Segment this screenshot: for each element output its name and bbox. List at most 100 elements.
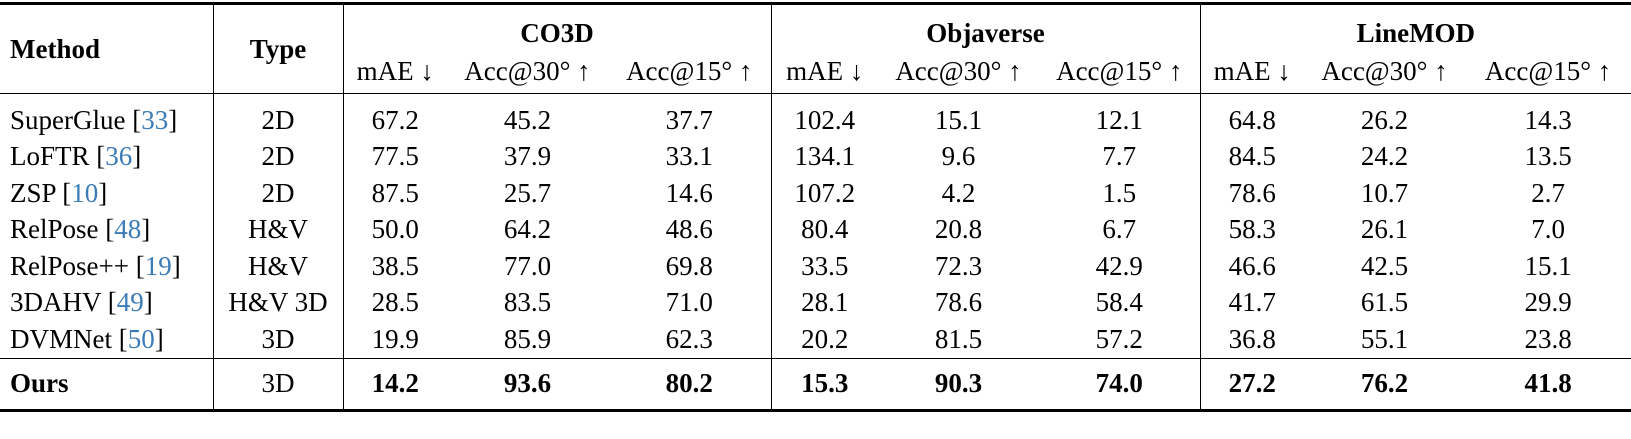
method-text: RelPose++ [ bbox=[10, 250, 145, 281]
value-cell: 26.2 bbox=[1360, 104, 1409, 135]
method-cell: DVMNet [50] bbox=[0, 321, 214, 359]
value-cell: 13.5 bbox=[1524, 141, 1572, 172]
value-cell: 55.1 bbox=[1304, 321, 1466, 359]
results-table: Method Type CO3D Objaverse LineMOD mAE ↓ Acc@3… bbox=[0, 2, 1631, 412]
value-cell: 41.7 bbox=[1228, 287, 1276, 318]
value-cell: 28.5 bbox=[371, 287, 419, 318]
value-cell: 93.6 bbox=[447, 358, 608, 412]
metric-header: mAE ↓ bbox=[771, 49, 879, 94]
type-cell: H&V bbox=[213, 248, 344, 285]
value-cell: 2.7 bbox=[1531, 177, 1565, 208]
value-cell: 24.2 bbox=[1360, 141, 1409, 172]
value-cell: 67.2 bbox=[371, 104, 419, 135]
value-cell: 58.4 bbox=[1039, 284, 1201, 321]
value-cell: 134.1 bbox=[794, 141, 856, 172]
value-cell: 14.6 bbox=[608, 175, 772, 212]
method-text: ] bbox=[154, 323, 164, 354]
metric-header: Acc@30° ↑ bbox=[447, 49, 608, 94]
value-cell: 50.0 bbox=[371, 214, 419, 245]
value-cell: 87.5 bbox=[371, 177, 419, 208]
value-cell: 41.8 bbox=[1465, 358, 1631, 412]
data-row: RelPose++ [19] H&V 38.5 77.0 69.8 33.5 72.3 42.… bbox=[0, 248, 1631, 285]
value-cell: 15.3 bbox=[771, 358, 879, 412]
value-cell: 7.7 bbox=[1039, 138, 1201, 175]
type-cell: H&V 3D bbox=[213, 284, 344, 321]
value-cell: 4.2 bbox=[941, 177, 976, 208]
type-cell: 2D bbox=[213, 93, 344, 139]
value-cell: 33.1 bbox=[608, 138, 772, 175]
method-cell: LoFTR [36] bbox=[0, 138, 214, 175]
metric-header: mAE ↓ bbox=[343, 49, 447, 94]
value-cell: 12.1 bbox=[1039, 93, 1201, 139]
citation: 50 bbox=[127, 323, 155, 354]
value-cell: 85.9 bbox=[447, 321, 608, 359]
method-text: ] bbox=[132, 141, 142, 172]
type-cell: H&V bbox=[213, 211, 344, 248]
value-cell: 36.8 bbox=[1200, 321, 1305, 359]
metric-header: Acc@15° ↑ bbox=[1465, 49, 1631, 94]
method-cell: Ours bbox=[0, 358, 214, 412]
value-cell: 57.2 bbox=[1039, 321, 1201, 359]
method-text: LoFTR [ bbox=[10, 141, 106, 172]
citation: 49 bbox=[116, 287, 144, 318]
method-text: 3DAHV [ bbox=[10, 287, 117, 318]
value-cell: 42.5 bbox=[1360, 250, 1409, 281]
value-cell: 10.7 bbox=[1360, 177, 1409, 208]
value-cell: 72.3 bbox=[934, 250, 983, 281]
header-row: mAE ↓ Acc@30° ↑ Acc@15° ↑ mAE ↓ Acc@30° ↑ Acc… bbox=[0, 49, 1631, 94]
value-cell: 23.8 bbox=[1465, 321, 1631, 359]
value-cell: 27.2 bbox=[1200, 358, 1305, 412]
header-cell: Type bbox=[213, 2, 344, 94]
method-cell: 3DAHV [49] bbox=[0, 284, 214, 321]
citation: 48 bbox=[114, 214, 142, 245]
metric-header: Acc@15° ↑ bbox=[1039, 49, 1201, 94]
data-row: SuperGlue [33] 2D 67.2 45.2 37.7 102.4 15.1 12.… bbox=[0, 93, 1631, 139]
value-cell: 80.2 bbox=[608, 358, 772, 412]
value-cell: 84.5 bbox=[1228, 141, 1276, 172]
citation: 36 bbox=[105, 141, 133, 172]
value-cell: 102.4 bbox=[794, 104, 856, 135]
value-cell: 71.0 bbox=[608, 284, 772, 321]
method-cell: RelPose [48] bbox=[0, 211, 214, 248]
group-header: CO3D bbox=[343, 2, 772, 49]
method-text: ] bbox=[98, 177, 108, 208]
method-text: DVMNet [ bbox=[10, 323, 128, 354]
value-cell: 81.5 bbox=[878, 321, 1040, 359]
citation: 10 bbox=[71, 177, 99, 208]
metric-header: Acc@30° ↑ bbox=[1304, 49, 1466, 94]
method-text: ZSP [ bbox=[10, 177, 72, 208]
value-cell: 15.1 bbox=[934, 104, 983, 135]
value-cell: 64.8 bbox=[1228, 104, 1276, 135]
value-cell: 76.2 bbox=[1304, 358, 1466, 412]
type-cell: 3D bbox=[213, 358, 344, 412]
value-cell: 15.1 bbox=[1524, 250, 1572, 281]
citation: 33 bbox=[141, 104, 169, 135]
value-cell: 78.6 bbox=[934, 287, 983, 318]
value-cell: 33.5 bbox=[801, 250, 849, 281]
value-cell: 62.3 bbox=[608, 321, 772, 359]
value-cell: 80.4 bbox=[801, 214, 849, 245]
value-cell: 1.5 bbox=[1039, 175, 1201, 212]
value-cell: 78.6 bbox=[1228, 177, 1276, 208]
type-cell: 2D bbox=[213, 175, 344, 212]
metric-header: Acc@15° ↑ bbox=[608, 49, 772, 94]
value-cell: 20.8 bbox=[934, 214, 983, 245]
value-cell: 7.0 bbox=[1531, 214, 1565, 245]
group-header: Objaverse bbox=[771, 2, 1201, 49]
value-cell: 9.6 bbox=[941, 141, 976, 172]
value-cell: 28.1 bbox=[801, 287, 849, 318]
method-text: RelPose [ bbox=[10, 214, 115, 245]
value-cell: 45.2 bbox=[503, 104, 552, 135]
data-row: RelPose [48] H&V 50.0 64.2 48.6 80.4 20.8 6.7 58… bbox=[0, 211, 1631, 248]
group-header: LineMOD bbox=[1200, 2, 1631, 49]
method-text: ] bbox=[143, 287, 153, 318]
value-cell: 90.3 bbox=[878, 358, 1040, 412]
value-cell: 74.0 bbox=[1039, 358, 1201, 412]
value-cell: 61.5 bbox=[1360, 287, 1409, 318]
header-cell: Method bbox=[0, 2, 214, 94]
value-cell: 6.7 bbox=[1039, 211, 1201, 248]
value-cell: 58.3 bbox=[1228, 214, 1276, 245]
value-cell: 107.2 bbox=[794, 177, 856, 208]
citation: 19 bbox=[144, 250, 172, 281]
